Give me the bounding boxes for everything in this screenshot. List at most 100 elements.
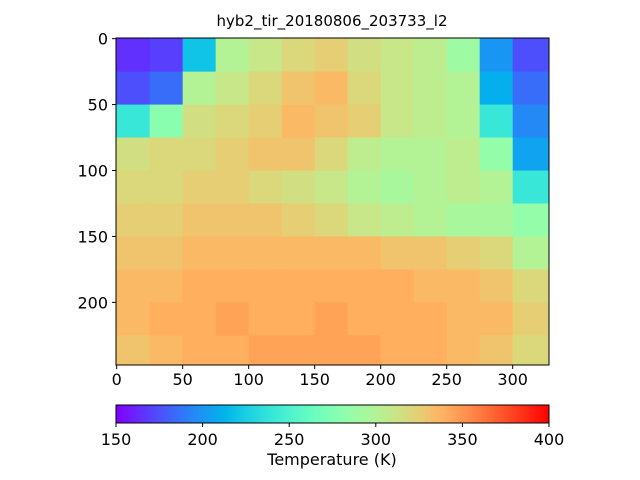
heatmap-cell — [479, 203, 514, 237]
heatmap-cell — [347, 335, 382, 366]
heatmap-cell — [248, 137, 283, 172]
heatmap-cell — [479, 335, 514, 366]
y-tick-label: 200 — [77, 293, 108, 312]
heatmap-cell — [182, 104, 217, 139]
heatmap-cell — [116, 104, 151, 139]
heatmap-cell — [380, 38, 415, 73]
heatmap-cell — [248, 335, 283, 366]
heatmap-cell — [347, 71, 382, 106]
heatmap-cell — [446, 38, 481, 73]
heatmap-cell — [446, 269, 481, 303]
x-tick-label: 0 — [112, 370, 122, 389]
heatmap-cell — [380, 203, 415, 237]
heatmap-cell — [215, 302, 250, 336]
heatmap-cell — [479, 38, 514, 73]
heatmap-cell — [512, 137, 550, 172]
heatmap-cell — [512, 269, 550, 303]
colorbar-tick-label: 300 — [361, 430, 392, 449]
heatmap-cell — [413, 269, 448, 303]
heatmap-cell — [281, 170, 316, 204]
heatmap-cell — [281, 236, 316, 270]
heatmap-cell — [512, 302, 550, 336]
heatmap-cell — [446, 302, 481, 336]
heatmap-cell — [182, 203, 217, 237]
heatmap-cell — [149, 203, 184, 237]
heatmap-cell — [347, 38, 382, 73]
heatmap-cell — [479, 170, 514, 204]
y-tick-label: 150 — [77, 227, 108, 246]
heatmap-cell — [413, 170, 448, 204]
heatmap-cell — [149, 335, 184, 366]
heatmap-cell — [446, 71, 481, 106]
heatmap-cell — [149, 104, 184, 139]
heatmap-cell — [446, 170, 481, 204]
heatmap-cell — [380, 236, 415, 270]
heatmap-cell — [512, 104, 550, 139]
y-tick-label: 50 — [88, 96, 108, 115]
heatmap-cell — [314, 335, 349, 366]
x-tick-label: 50 — [172, 370, 192, 389]
heatmap-cell — [281, 38, 316, 73]
heatmap-cell — [479, 71, 514, 106]
plot-frame — [115, 37, 550, 366]
heatmap-cell — [149, 71, 184, 106]
heatmap-cell — [116, 170, 151, 204]
chart-title: hyb2_tir_20180806_203733_l2 — [217, 12, 448, 31]
heatmap-cell — [149, 38, 184, 73]
heatmap-cell — [281, 335, 316, 366]
heatmap-cell — [314, 236, 349, 270]
heatmap-cell — [380, 137, 415, 172]
heatmap-cell — [314, 170, 349, 204]
heatmap-cell — [215, 38, 250, 73]
heatmap-cell — [479, 104, 514, 139]
heatmap-cell — [314, 104, 349, 139]
heatmap-cell — [314, 269, 349, 303]
y-tick-label: 100 — [77, 162, 108, 181]
heatmap-cell — [281, 302, 316, 336]
heatmap-cell — [380, 170, 415, 204]
heatmap-cell — [380, 269, 415, 303]
colorbar-tick-label: 400 — [534, 430, 565, 449]
heatmap-cell — [314, 38, 349, 73]
heatmap-cell — [413, 137, 448, 172]
heatmap-cell — [281, 269, 316, 303]
heatmap-cell — [248, 269, 283, 303]
heatmap-cell — [149, 269, 184, 303]
heatmap-cell — [182, 269, 217, 303]
heatmap-cell — [347, 302, 382, 336]
heatmap-cell — [380, 104, 415, 139]
heatmap-cell — [248, 203, 283, 237]
heatmap-cell — [314, 203, 349, 237]
heatmap-cell — [248, 236, 283, 270]
heatmap-cell — [182, 137, 217, 172]
heatmap-cell — [281, 203, 316, 237]
heatmap-cell — [215, 170, 250, 204]
heatmap-cell — [512, 236, 550, 270]
y-tick-label: 0 — [98, 30, 108, 49]
heatmap-cell — [182, 71, 217, 106]
x-tick-label: 150 — [299, 370, 330, 389]
heatmap-cell — [116, 269, 151, 303]
heatmap-cell — [446, 104, 481, 139]
colorbar-tick-label: 200 — [187, 430, 218, 449]
heatmap-cell — [281, 137, 316, 172]
heatmap-cell — [446, 335, 481, 366]
heatmap-cell — [248, 170, 283, 204]
heatmap-cell — [413, 71, 448, 106]
x-tick-label: 100 — [233, 370, 264, 389]
colorbar-label: Temperature (K) — [266, 450, 396, 469]
heatmap-cell — [116, 335, 151, 366]
heatmap-cell — [281, 104, 316, 139]
heatmap-cell — [479, 236, 514, 270]
heatmap-cell — [380, 71, 415, 106]
heatmap-cell — [347, 137, 382, 172]
heatmap-cell — [347, 203, 382, 237]
heatmap-cell — [215, 269, 250, 303]
heatmap-cell — [149, 170, 184, 204]
heatmap-cell — [413, 104, 448, 139]
heatmap-cell — [215, 203, 250, 237]
heatmap-cell — [314, 71, 349, 106]
heatmap-cell — [347, 236, 382, 270]
x-tick-label: 200 — [365, 370, 396, 389]
